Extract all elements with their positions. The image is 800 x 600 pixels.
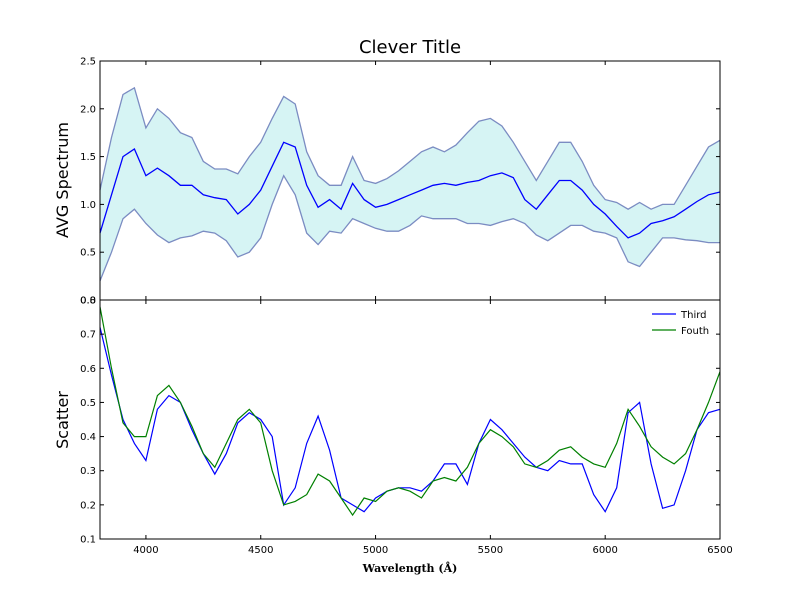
top-ytick-label: 2.5: [80, 57, 96, 68]
legend-label-third: Third: [680, 310, 707, 321]
bottom-ytick-label: 0.6: [80, 364, 96, 375]
bottom-panel: 0.1 0.2 0.3 0.4 0.5 0.6 0.7 0.8 4000 4500 5000 5500…: [80, 296, 733, 557]
bottom-ytick-label: 0.3: [80, 466, 96, 477]
bottom-xtick-label: 5500: [478, 545, 503, 556]
mean-spectrum-line: [99, 141, 721, 239]
lower-band-line: [99, 174, 720, 282]
top-ytick-label: 2.0: [80, 104, 96, 115]
top-panel: 0.0 0.5 1.0 1.5 2.0 2.5: [80, 57, 721, 307]
bottom-xtick-label: 4000: [133, 545, 158, 556]
bottom-xtick-label: 4500: [248, 545, 273, 556]
chart-title: Clever Title: [359, 37, 461, 58]
bottom-xtick-label: 5000: [363, 545, 388, 556]
bottom-ytick-label: 0.5: [80, 398, 96, 409]
legend: Third Fouth: [652, 310, 709, 337]
top-ytick-label: 1.5: [80, 152, 96, 163]
scatter-band-fill: [100, 87, 720, 281]
top-ytick-label: 0.5: [80, 248, 96, 259]
bottom-ytick-label: 0.1: [80, 535, 96, 546]
bottom-xtick-label: 6000: [592, 545, 617, 556]
bottom-xtick-label: 6500: [707, 545, 732, 556]
bottom-axis-ticks: 0.1 0.2 0.3 0.4 0.5 0.6 0.7 0.8 4000 4500 5000 5500…: [80, 296, 733, 557]
bottom-ytick-label: 0.2: [80, 500, 96, 511]
bottom-ytick-label: 0.7: [80, 330, 96, 341]
top-ytick-label: 0.0: [80, 296, 96, 307]
top-ylabel: AVG Spectrum: [53, 122, 72, 238]
bottom-ytick-label: 0.4: [80, 432, 96, 443]
x-axis-label: Wavelength (Å): [362, 561, 458, 575]
bottom-ytick-label: 0.8: [80, 296, 96, 307]
bottom-ylabel: Scatter: [53, 391, 72, 449]
bottom-plot-frame: [99, 299, 721, 540]
fouth-series-line: [99, 306, 721, 517]
top-ytick-label: 1.0: [80, 200, 96, 211]
legend-label-fouth: Fouth: [681, 326, 709, 337]
top-axis-ticks: 0.0 0.5 1.0 1.5 2.0 2.5: [80, 57, 721, 307]
upper-band-line: [99, 86, 721, 210]
